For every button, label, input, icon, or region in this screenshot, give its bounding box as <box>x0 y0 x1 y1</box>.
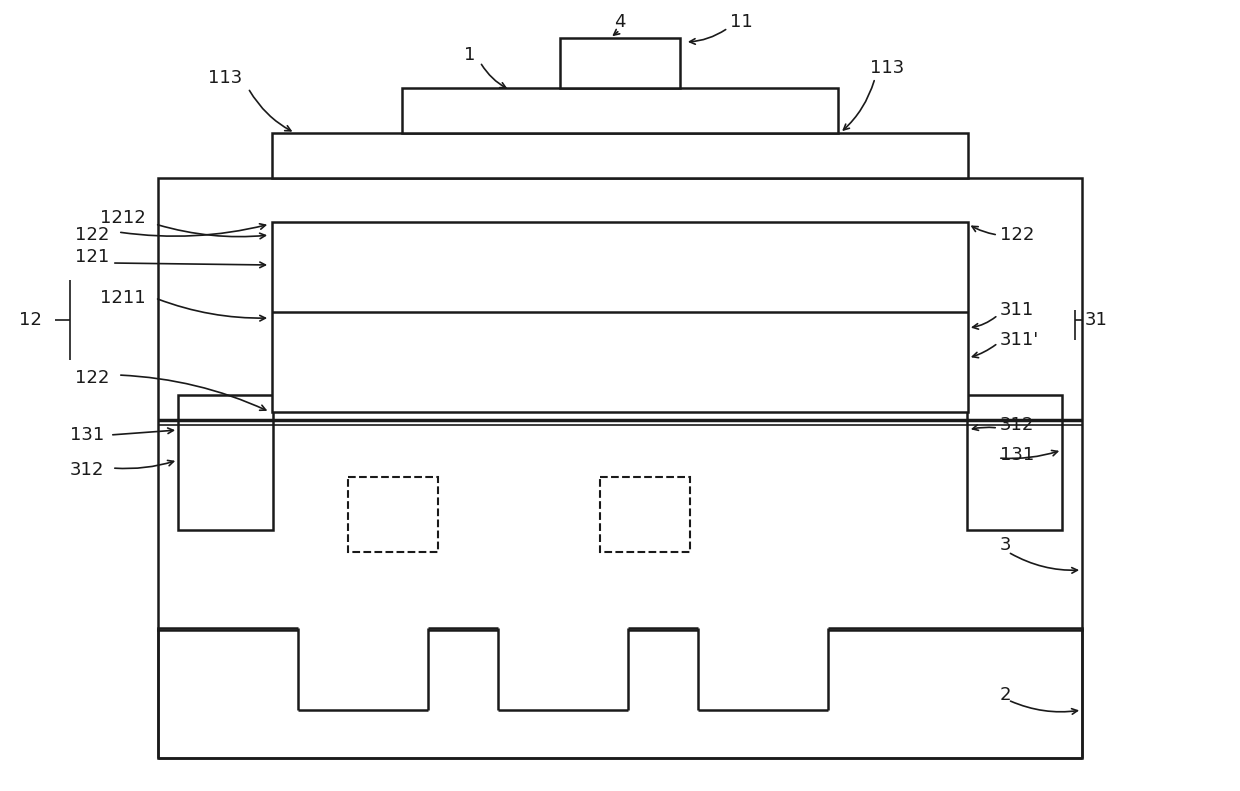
Text: 311: 311 <box>999 301 1034 319</box>
Text: 312: 312 <box>999 416 1034 434</box>
Text: 121: 121 <box>74 248 109 266</box>
Text: 113: 113 <box>870 59 904 77</box>
Bar <box>272 133 968 178</box>
Text: 1: 1 <box>464 46 476 64</box>
Bar <box>157 178 1083 630</box>
Text: 122: 122 <box>74 226 109 244</box>
Text: 1212: 1212 <box>100 209 146 227</box>
Bar <box>498 628 627 710</box>
Bar <box>600 477 689 552</box>
Bar <box>348 477 438 552</box>
Bar <box>298 628 428 710</box>
Text: 2: 2 <box>999 686 1012 704</box>
Text: 3: 3 <box>999 536 1012 554</box>
Text: 122: 122 <box>74 369 109 387</box>
Text: 12: 12 <box>19 311 41 329</box>
Text: 131: 131 <box>999 446 1034 464</box>
Text: 4: 4 <box>614 13 626 31</box>
Bar <box>272 222 968 412</box>
Text: 31: 31 <box>1085 311 1107 329</box>
Bar <box>698 628 828 710</box>
Bar <box>556 300 635 368</box>
Bar <box>967 395 1061 530</box>
Text: 113: 113 <box>208 69 242 87</box>
Text: 1211: 1211 <box>100 289 145 307</box>
Text: 312: 312 <box>69 461 104 479</box>
Text: 131: 131 <box>69 426 104 444</box>
Text: 11: 11 <box>730 13 753 31</box>
Bar <box>179 395 273 530</box>
Bar <box>402 88 838 133</box>
Bar <box>560 38 680 88</box>
Text: 311': 311' <box>999 331 1039 349</box>
Text: 122: 122 <box>999 226 1034 244</box>
Bar <box>157 628 1083 758</box>
